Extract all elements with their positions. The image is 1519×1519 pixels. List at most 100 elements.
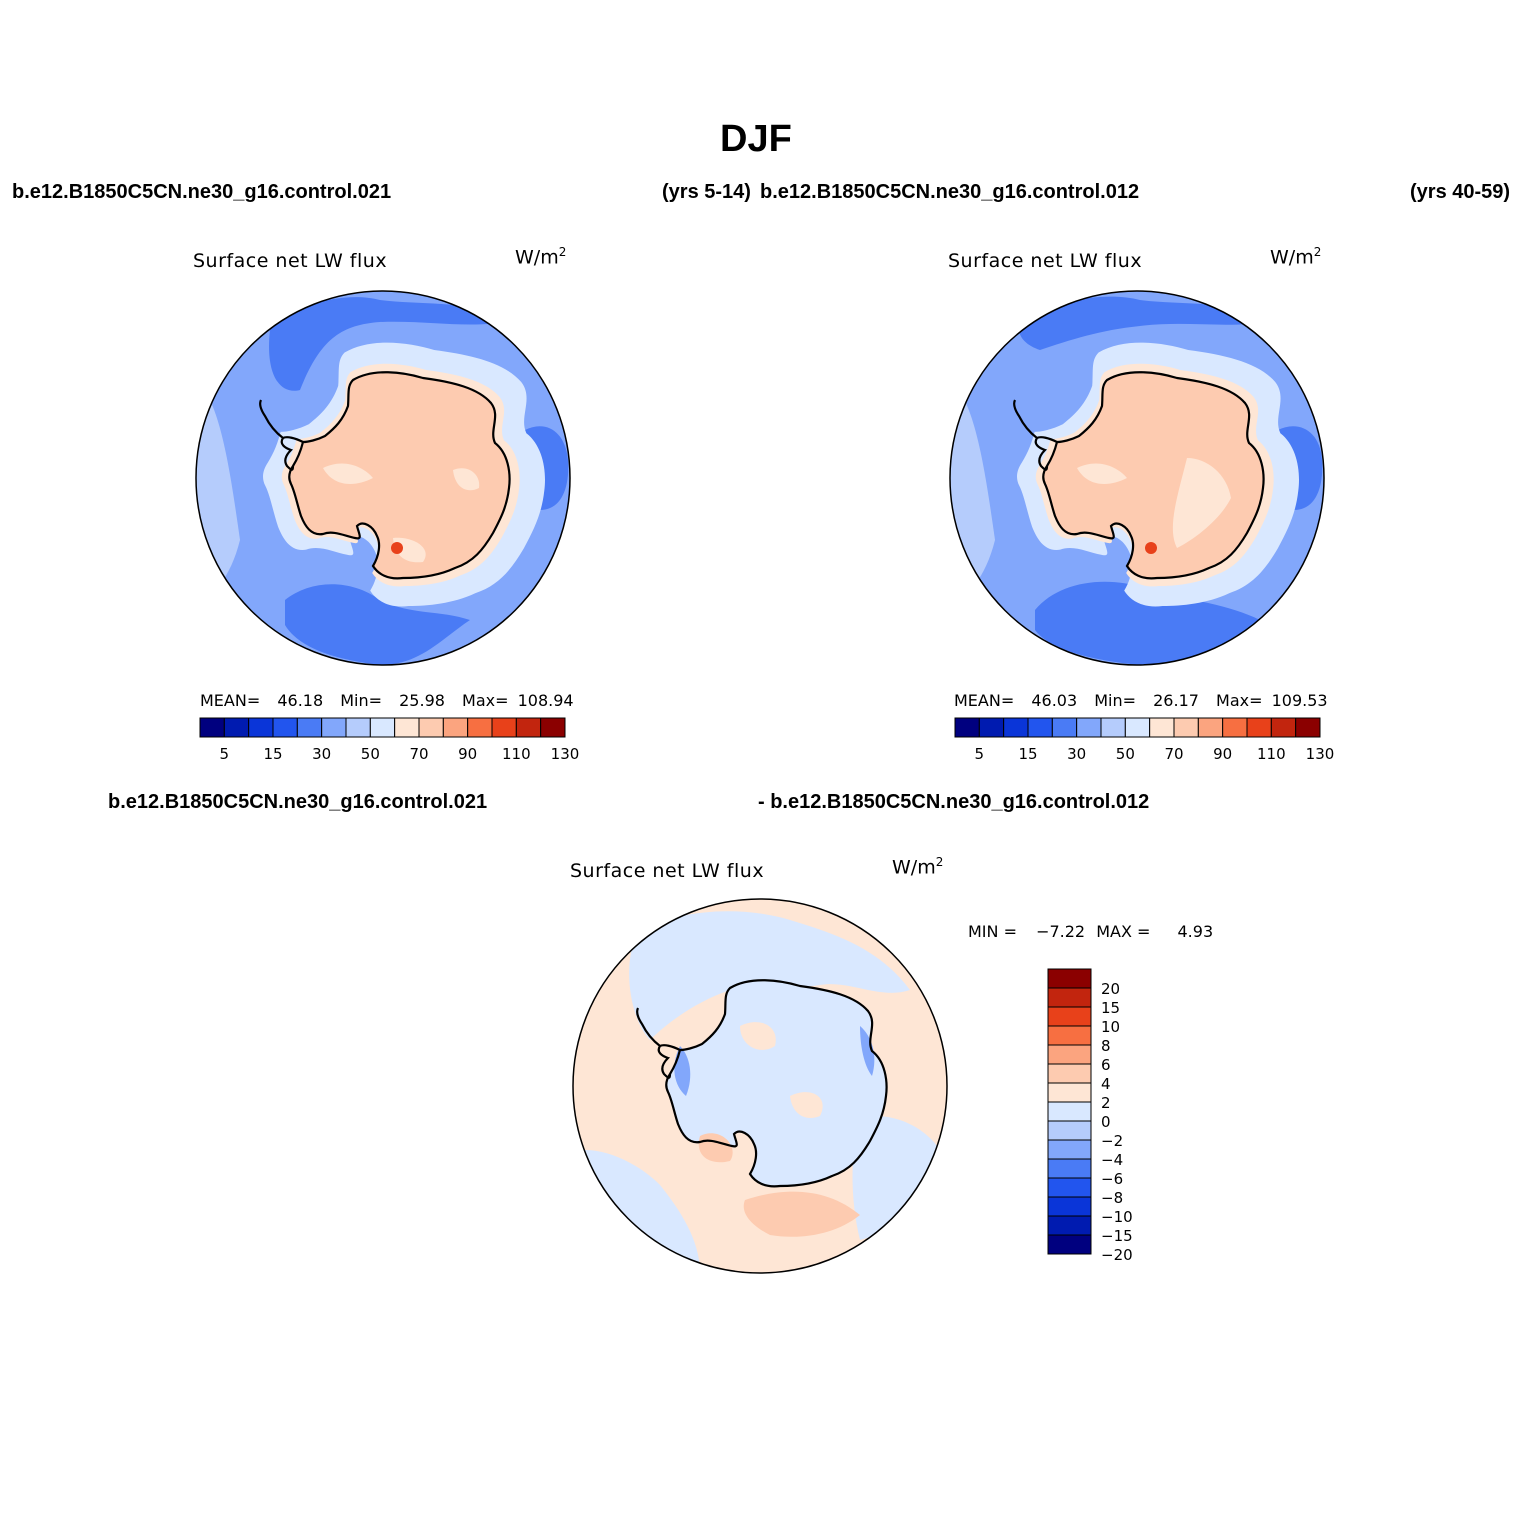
left-panel-units: W/m2 <box>515 245 567 269</box>
diff-colorbar-swatch <box>1047 1101 1092 1122</box>
diff-colorbar-swatch <box>1047 1196 1092 1217</box>
diff-colorbar-tick-label: 8 <box>1101 1037 1111 1055</box>
left-colorbar-tick-label: 5 <box>220 745 230 763</box>
right-colorbar-tick-label: 90 <box>1213 745 1232 763</box>
left-ocean-dark-south <box>285 584 470 665</box>
right-map-border <box>949 290 1325 666</box>
diff-colorbar-tick-label: 0 <box>1101 1113 1111 1131</box>
diff-colorbar-swatch <box>1047 1120 1092 1141</box>
diff-colorbar-swatch <box>1047 987 1092 1008</box>
left-colorbar-tick-label: 90 <box>458 745 477 763</box>
diff-colorbar-swatch <box>1047 1025 1092 1046</box>
diff-colorbar-tick-label: −15 <box>1101 1227 1133 1245</box>
right-colorbar-swatch <box>1149 717 1175 738</box>
diff-colorbar-tick-label: 6 <box>1101 1056 1111 1074</box>
diff-colorbar-tick-label: 4 <box>1101 1075 1111 1093</box>
diff-max-value: 4.93 <box>1177 922 1214 941</box>
left-colorbar-tick-label: 50 <box>361 745 380 763</box>
left-colorbar-swatch <box>442 717 469 738</box>
left-colorbar-swatch <box>418 717 444 738</box>
left-colorbar-tick-label: 70 <box>409 745 428 763</box>
diff-colorbar-swatch <box>1047 968 1092 989</box>
left-colorbar-tick-label: 130 <box>551 745 580 763</box>
right-map <box>950 291 1324 665</box>
diff-colorbar-swatch <box>1047 1006 1092 1027</box>
right-ocean-dark-north <box>1018 296 1280 350</box>
left-max-label: Max= <box>462 691 509 710</box>
left-mean-label: MEAN= <box>200 691 261 710</box>
left-min-label: Min= <box>340 691 383 710</box>
right-colorbar-tick-label: 130 <box>1306 745 1335 763</box>
right-colorbar-tick-label: 70 <box>1164 745 1183 763</box>
diff-colorbar-swatch <box>1047 1063 1092 1084</box>
diff-max-label: MAX = <box>1096 922 1151 941</box>
left-years-label: (yrs 5-14) <box>662 181 751 203</box>
diff-case-b-label: - b.e12.B1850C5CN.ne30_g16.control.012 <box>758 791 1150 813</box>
left-map-border <box>195 290 571 666</box>
left-case-label: b.e12.B1850C5CN.ne30_g16.control.021 <box>12 181 392 203</box>
right-colorbar-swatch <box>1295 717 1321 738</box>
left-colorbar-tick-label: 110 <box>502 745 531 763</box>
left-colorbar-swatch <box>515 717 542 738</box>
diff-colorbar-tick-label: −20 <box>1101 1246 1133 1264</box>
diff-colorbar-tick-label: −6 <box>1101 1170 1123 1188</box>
right-mean-label: MEAN= <box>954 691 1015 710</box>
diff-colorbar-tick-label: 15 <box>1101 999 1120 1017</box>
left-colorbar-swatch <box>199 717 225 738</box>
left-colorbar-swatch <box>296 717 323 738</box>
right-colorbar-swatch <box>1003 717 1029 738</box>
diff-colorbar-tick-label: −4 <box>1101 1151 1123 1169</box>
diff-case-a-label: b.e12.B1850C5CN.ne30_g16.control.021 <box>108 791 488 813</box>
diff-neg-north <box>629 911 910 1040</box>
right-colorbar-swatch <box>1222 717 1248 738</box>
right-colorbar-tick-label: 30 <box>1067 745 1086 763</box>
diff-colorbar-tick-label: 10 <box>1101 1018 1120 1036</box>
diff-colorbar-swatch <box>1047 1139 1092 1160</box>
left-colorbar-swatch <box>345 717 371 738</box>
right-colorbar-swatch <box>1076 717 1102 738</box>
diff-panel-title: Surface net LW flux <box>570 860 765 882</box>
right-min-label: Min= <box>1094 691 1137 710</box>
left-colorbar: 5 15 30 50 70 90 110 130 <box>199 717 580 763</box>
diff-colorbar-swatch <box>1047 1082 1092 1103</box>
right-colorbar: 5 15 30 50 70 90 110 130 <box>954 717 1335 763</box>
left-min-value: 25.98 <box>399 691 445 710</box>
diff-colorbar-swatch <box>1047 1158 1092 1179</box>
right-max-value: 109.53 <box>1271 691 1328 710</box>
right-colorbar-swatch <box>1173 717 1199 738</box>
left-mean-value: 46.18 <box>277 691 324 710</box>
left-colorbar-swatch <box>272 717 298 738</box>
diff-panel-units: W/m2 <box>892 855 944 879</box>
left-colorbar-swatch <box>491 717 517 738</box>
left-colorbar-swatch <box>248 717 274 738</box>
diff-map <box>573 899 947 1273</box>
right-colorbar-swatch <box>1197 717 1224 738</box>
right-colorbar-swatch <box>1246 717 1272 738</box>
left-antarctica <box>263 342 546 607</box>
right-panel-units: W/m2 <box>1270 245 1322 269</box>
right-colorbar-swatch <box>1100 717 1126 738</box>
left-max-value: 108.94 <box>517 691 574 710</box>
right-years-label: (yrs 40-59) <box>1410 181 1511 203</box>
right-min-value: 26.17 <box>1153 691 1199 710</box>
left-colorbar-swatch <box>540 717 566 738</box>
left-colorbar-swatch <box>321 717 347 738</box>
left-panel-stats: MEAN= 46.18 Min= 25.98 Max= 108.94 <box>200 691 574 710</box>
right-max-label: Max= <box>1216 691 1263 710</box>
diff-panel-stats: MIN = −7.22 MAX = 4.93 <box>968 922 1213 941</box>
figure-title: DJF <box>720 118 792 160</box>
diff-min-label: MIN = <box>968 922 1017 941</box>
diff-colorbar-swatch <box>1047 1177 1092 1198</box>
diff-colorbar-tick-label: 2 <box>1101 1094 1111 1112</box>
right-colorbar-swatch <box>1270 717 1297 738</box>
right-colorbar-swatch <box>1124 717 1151 738</box>
left-colorbar-tick-label: 30 <box>312 745 331 763</box>
diff-pos-south <box>743 1191 860 1237</box>
left-map <box>196 291 570 665</box>
right-colorbar-tick-label: 50 <box>1116 745 1135 763</box>
diff-colorbar-tick-label: 20 <box>1101 980 1120 998</box>
diff-min-value: −7.22 <box>1036 922 1086 941</box>
right-panel-stats: MEAN= 46.03 Min= 26.17 Max= 109.53 <box>954 691 1328 710</box>
diff-map-border <box>572 898 948 1274</box>
left-colorbar-swatch <box>223 717 250 738</box>
